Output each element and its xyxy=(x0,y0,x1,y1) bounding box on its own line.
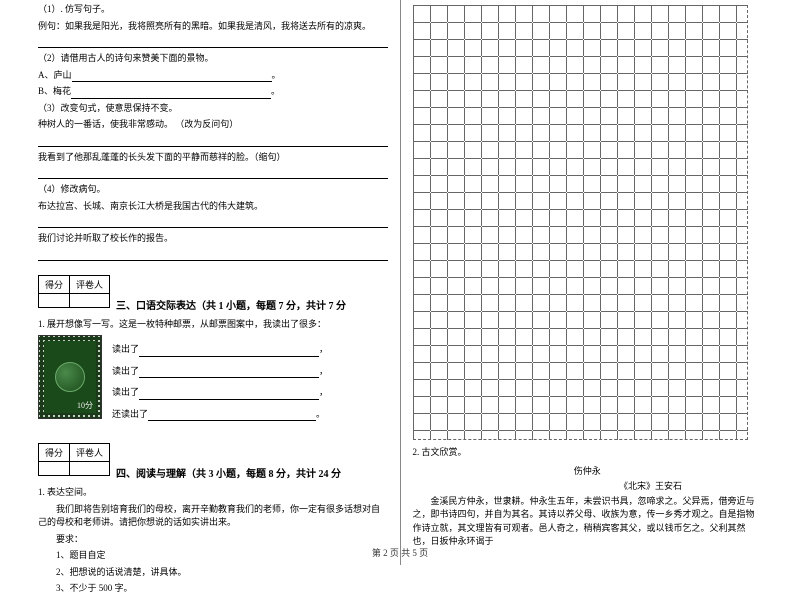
read-line: 还读出了。 xyxy=(112,408,388,422)
stamp-value: 10分 xyxy=(77,400,93,411)
section3-title: 三、口语交际表达（共 1 小题，每题 7 分，共计 7 分 xyxy=(116,297,346,312)
blank-line[interactable] xyxy=(38,250,388,261)
read-label: 读出了 xyxy=(112,387,139,397)
left-column: （1）. 仿写句子。 例句：如果我是阳光，我将照亮所有的黑暗。如果我是清风，我将… xyxy=(30,0,396,565)
section3-header: 得分评卷人 三、口语交际表达（共 1 小题，每题 7 分，共计 7 分 xyxy=(38,267,388,312)
stamp-row: 10分 读出了， 读出了， 读出了， 还读出了。 xyxy=(38,335,388,429)
q1-2-a: A、庐山。 xyxy=(38,69,388,83)
writing-grid[interactable] xyxy=(413,5,748,440)
read-line: 读出了， xyxy=(112,343,388,357)
section4-q1: 1. 表达空间。 xyxy=(38,486,388,500)
q1-3-s2: 我看到了他那乱蓬蓬的长头发下面的平静而慈祥的脸。（缩句） xyxy=(38,151,388,165)
section4-body: 我们即将告别培育我们的母校，离开辛勤教育我们的老师，你一定有很多话想对自己的母校… xyxy=(38,503,388,530)
q1-4-s1: 布达拉宫、长城、南京长江大桥是我国古代的伟大建筑。 xyxy=(38,200,388,214)
blank[interactable] xyxy=(148,410,316,421)
blank-line[interactable] xyxy=(38,217,388,228)
section4-header: 得分评卷人 四、阅读与理解（共 3 小题，每题 8 分，共计 24 分 xyxy=(38,435,388,480)
blank-line[interactable] xyxy=(38,37,388,48)
q2-label: 2. 古文欣赏。 xyxy=(413,446,763,460)
poem-para1: 金溪民方仲永，世隶耕。仲永生五年，未尝识书具，忽啼求之。父异焉，借旁近与之，即书… xyxy=(413,495,763,549)
q1-1-example: 例句：如果我是阳光，我将照亮所有的黑暗。如果我是清风，我将送去所有的凉爽。 xyxy=(38,20,388,34)
blank[interactable] xyxy=(72,71,272,82)
score-cell[interactable] xyxy=(39,293,70,307)
poem-author: 《北宋》王安石 xyxy=(413,479,763,492)
grader-cell[interactable] xyxy=(70,462,110,476)
read-label-last: 还读出了 xyxy=(112,409,148,419)
req-3: 3、不少于 500 字。 xyxy=(38,582,388,596)
q1-2-b-label: B、梅花 xyxy=(38,86,71,96)
score-grader-label: 评卷人 xyxy=(70,275,110,293)
stamp-inner: 10分 xyxy=(44,341,96,413)
blank-line[interactable] xyxy=(38,136,388,147)
req-2: 2、把想说的话说清楚，讲具体。 xyxy=(38,566,388,580)
q1-2: （2）请借用古人的诗句来赞美下面的景物。 xyxy=(38,52,388,66)
q1-3: （3）改变句式，使意思保持不变。 xyxy=(38,102,388,116)
q1-2-a-label: A、庐山 xyxy=(38,70,72,80)
read-label: 读出了 xyxy=(112,344,139,354)
read-label: 读出了 xyxy=(112,366,139,376)
blank[interactable] xyxy=(139,389,319,400)
read-line: 读出了， xyxy=(112,386,388,400)
blank[interactable] xyxy=(71,88,271,99)
poem-title: 伤仲永 xyxy=(413,464,763,477)
req-label: 要求： xyxy=(38,533,388,547)
section3-q1: 1. 展开想像写一写。这是一枚特种邮票，从邮票图案中，我读出了很多： xyxy=(38,318,388,332)
grader-cell[interactable] xyxy=(70,293,110,307)
blank[interactable] xyxy=(139,367,319,378)
score-grader-label: 评卷人 xyxy=(70,444,110,462)
q1-3-s1: 种树人的一番话，使我非常感动。 （改为反问句） xyxy=(38,118,388,132)
score-table: 得分评卷人 xyxy=(38,275,110,308)
section4-title: 四、阅读与理解（共 3 小题，每题 8 分，共计 24 分 xyxy=(116,465,341,480)
stamp-image: 10分 xyxy=(38,335,102,419)
score-cell[interactable] xyxy=(39,462,70,476)
page-container: （1）. 仿写句子。 例句：如果我是阳光，我将照亮所有的黑暗。如果我是清风，我将… xyxy=(0,0,800,565)
read-line: 读出了， xyxy=(112,365,388,379)
page-footer: 第 2 页 共 5 页 xyxy=(0,546,800,559)
globe-icon xyxy=(55,362,85,392)
q1-4: （4）修改病句。 xyxy=(38,183,388,197)
q1-1: （1）. 仿写句子。 xyxy=(38,3,388,17)
score-label: 得分 xyxy=(39,275,70,293)
score-table: 得分评卷人 xyxy=(38,443,110,476)
blank[interactable] xyxy=(139,346,319,357)
blank-line[interactable] xyxy=(38,168,388,179)
column-divider xyxy=(400,0,401,565)
score-label: 得分 xyxy=(39,444,70,462)
q1-4-s2: 我们讨论并听取了校长作的报告。 xyxy=(38,232,388,246)
q1-2-b: B、梅花。 xyxy=(38,85,388,99)
stamp-fills: 读出了， 读出了， 读出了， 还读出了。 xyxy=(112,335,388,429)
right-column: 2. 古文欣赏。 伤仲永 《北宋》王安石 金溪民方仲永，世隶耕。仲永生五年，未尝… xyxy=(405,0,771,565)
